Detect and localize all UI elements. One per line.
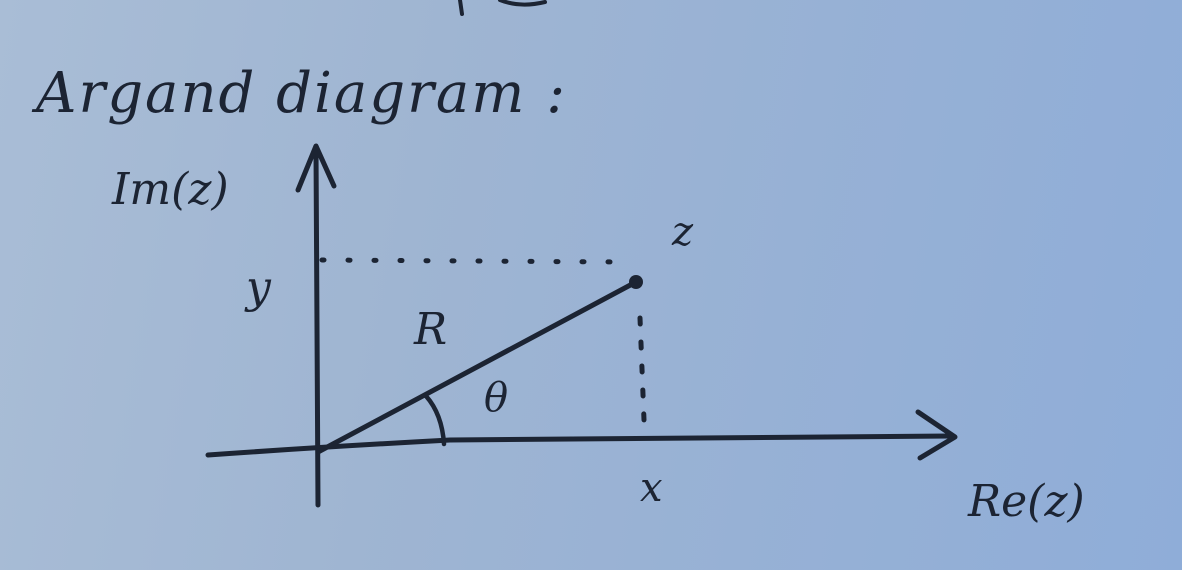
imaginary-axis-arrowhead — [295, 143, 337, 193]
point-z-label: z — [672, 209, 694, 255]
dotted-line-to-x — [637, 315, 647, 423]
imaginary-axis-label: Im(z) — [112, 164, 229, 215]
modulus-label: R — [414, 304, 448, 355]
diagram-title: Argand diagram : — [36, 61, 568, 126]
modulus-line — [315, 279, 639, 455]
dotted-line-to-y — [319, 257, 623, 265]
x-coordinate-label: x — [640, 465, 663, 511]
angle-label: θ — [484, 375, 509, 421]
real-axis-arrowhead — [915, 409, 958, 461]
angle-arc — [423, 393, 447, 447]
real-axis-label: Re(z) — [968, 476, 1085, 527]
point-z — [629, 275, 643, 289]
stray-ink-mark — [458, 0, 547, 16]
y-coordinate-label: y — [246, 262, 271, 313]
